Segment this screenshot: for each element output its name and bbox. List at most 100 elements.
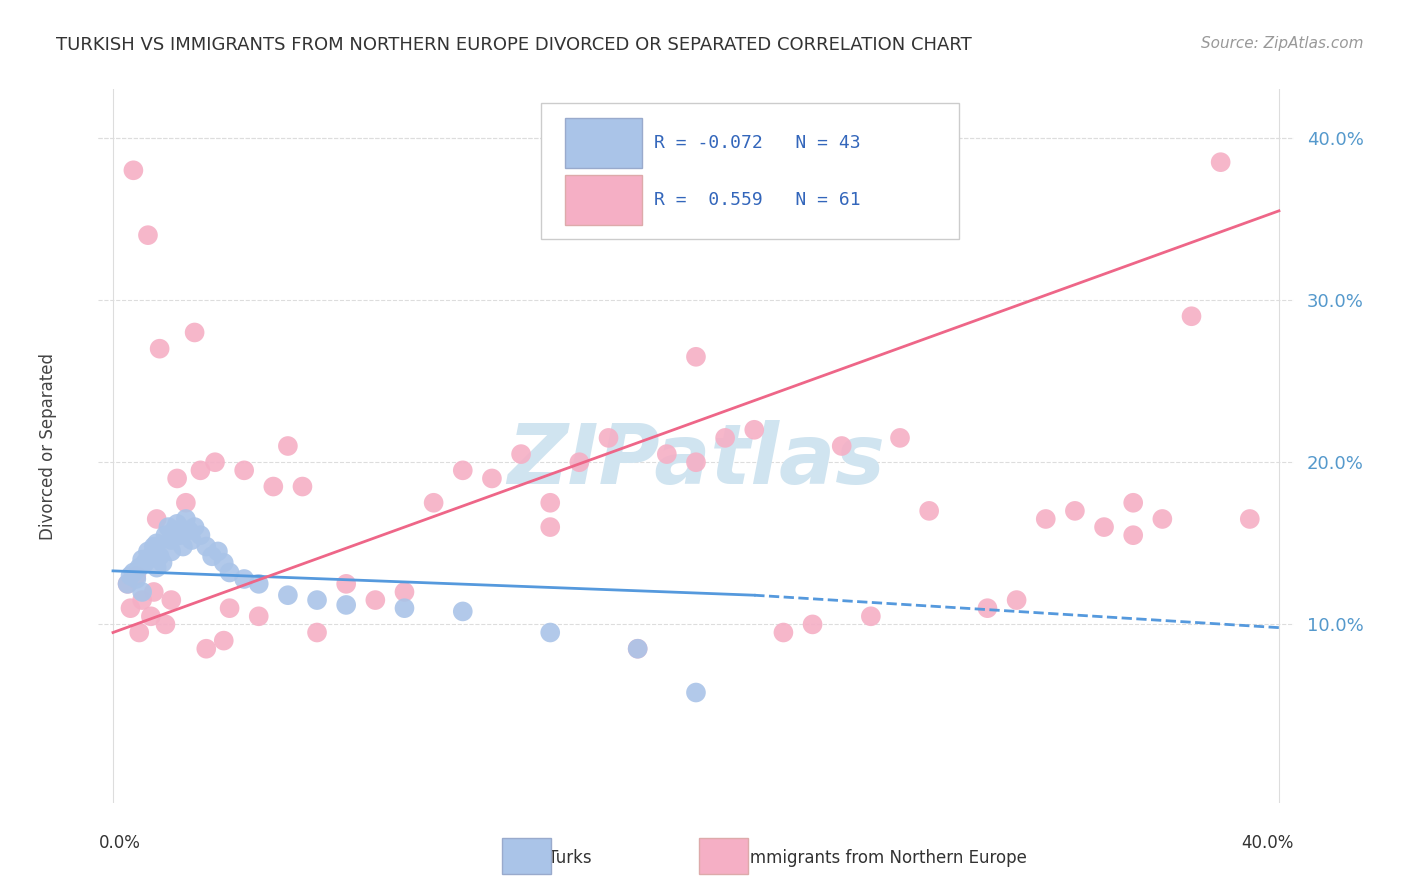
Point — [218, 566, 240, 580]
Point — [134, 556, 156, 570]
Text: R =  0.559   N = 61: R = 0.559 N = 61 — [654, 191, 860, 209]
Point — [172, 540, 194, 554]
Point — [117, 577, 139, 591]
Point — [1180, 310, 1202, 324]
Point — [1064, 504, 1087, 518]
Point — [152, 556, 174, 570]
Point — [918, 504, 941, 518]
Point — [742, 423, 765, 437]
Point — [166, 516, 188, 531]
Point — [538, 496, 561, 510]
Point — [149, 342, 172, 356]
Point — [451, 463, 474, 477]
Text: Turks: Turks — [548, 849, 592, 867]
Point — [262, 479, 284, 493]
Point — [305, 593, 328, 607]
Point — [1122, 528, 1144, 542]
Point — [125, 572, 148, 586]
Point — [1209, 155, 1232, 169]
Point — [1152, 512, 1174, 526]
Point — [801, 617, 824, 632]
Point — [510, 447, 533, 461]
Text: Source: ZipAtlas.com: Source: ZipAtlas.com — [1201, 36, 1364, 51]
Point — [772, 625, 794, 640]
Point — [136, 228, 159, 243]
Point — [145, 560, 167, 574]
Y-axis label: Divorced or Separated: Divorced or Separated — [39, 352, 56, 540]
Point — [627, 641, 650, 656]
Point — [598, 431, 620, 445]
Point — [247, 609, 270, 624]
Point — [128, 560, 150, 574]
Text: 0.0%: 0.0% — [98, 834, 141, 852]
Text: R = -0.072   N = 43: R = -0.072 N = 43 — [654, 134, 860, 152]
Point — [364, 593, 387, 607]
Point — [655, 447, 678, 461]
Point — [183, 520, 205, 534]
Point — [212, 556, 235, 570]
Point — [160, 533, 183, 547]
Point — [889, 431, 911, 445]
Point — [174, 512, 197, 526]
Point — [1005, 593, 1028, 607]
Point — [149, 549, 172, 564]
Point — [142, 540, 165, 554]
Point — [128, 625, 150, 640]
Point — [1035, 512, 1057, 526]
Point — [125, 568, 148, 582]
Point — [538, 625, 561, 640]
Text: Immigrants from Northern Europe: Immigrants from Northern Europe — [745, 849, 1026, 867]
Point — [218, 601, 240, 615]
Point — [1122, 496, 1144, 510]
Point — [394, 585, 416, 599]
Point — [831, 439, 853, 453]
Point — [538, 520, 561, 534]
Point — [136, 544, 159, 558]
Point — [212, 633, 235, 648]
FancyBboxPatch shape — [540, 103, 959, 239]
Point — [204, 455, 226, 469]
Point — [568, 455, 591, 469]
Point — [305, 625, 328, 640]
Point — [190, 528, 212, 542]
Point — [481, 471, 503, 485]
Point — [627, 641, 650, 656]
Point — [394, 601, 416, 615]
Point — [131, 585, 153, 599]
Point — [131, 552, 153, 566]
Point — [163, 524, 186, 538]
Point — [142, 585, 165, 599]
Point — [122, 566, 145, 580]
Point — [1239, 512, 1261, 526]
Point — [190, 463, 212, 477]
Point — [451, 604, 474, 618]
Point — [685, 455, 707, 469]
Point — [714, 431, 737, 445]
Point — [180, 533, 202, 547]
Point — [291, 479, 314, 493]
Point — [166, 471, 188, 485]
FancyBboxPatch shape — [565, 175, 643, 225]
Point — [335, 577, 357, 591]
Point — [155, 528, 177, 542]
Point — [335, 598, 357, 612]
Point — [976, 601, 998, 615]
Text: TURKISH VS IMMIGRANTS FROM NORTHERN EUROPE DIVORCED OR SEPARATED CORRELATION CHA: TURKISH VS IMMIGRANTS FROM NORTHERN EURO… — [56, 36, 972, 54]
Point — [160, 593, 183, 607]
Point — [233, 572, 256, 586]
Point — [120, 601, 142, 615]
Point — [422, 496, 444, 510]
Point — [145, 512, 167, 526]
Point — [177, 524, 200, 538]
Point — [139, 609, 162, 624]
Point — [201, 549, 224, 564]
Point — [139, 549, 162, 564]
Point — [120, 568, 142, 582]
Point — [174, 496, 197, 510]
Point — [157, 520, 180, 534]
Point — [1092, 520, 1115, 534]
Point — [277, 439, 299, 453]
Point — [183, 326, 205, 340]
Point — [859, 609, 882, 624]
Text: ZIPatlas: ZIPatlas — [508, 420, 884, 500]
